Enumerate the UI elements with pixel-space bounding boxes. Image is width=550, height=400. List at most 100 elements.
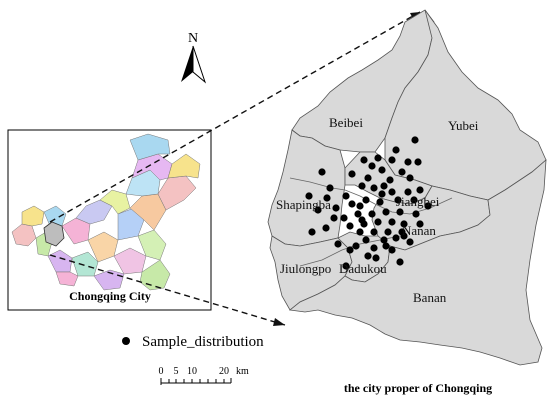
- scale-tick-5: 5: [174, 366, 179, 377]
- inset-caption: Chongqing City: [69, 289, 151, 303]
- sample-point: [370, 228, 378, 236]
- connector-line-bottom: [49, 254, 286, 326]
- sample-point: [314, 206, 322, 214]
- sample-point: [380, 236, 388, 244]
- district-label-jiulongpo: Jiulongpo: [280, 261, 331, 276]
- sample-points: [305, 136, 432, 270]
- inset-region: [21, 205, 45, 227]
- sample-point: [380, 182, 388, 190]
- scale-bar: 0 5 10 20 km: [159, 366, 249, 385]
- district-label-yubei: Yubei: [448, 118, 479, 133]
- sample-point: [354, 210, 362, 218]
- sample-point: [388, 246, 396, 254]
- sample-point: [368, 210, 376, 218]
- sample-point: [372, 254, 380, 262]
- inset-region: [43, 205, 67, 227]
- sample-point: [394, 196, 402, 204]
- sample-point: [406, 174, 414, 182]
- district-label-nanan: Nanan: [402, 223, 436, 238]
- sample-point: [348, 170, 356, 178]
- scale-unit: km: [236, 366, 249, 377]
- sample-point: [376, 198, 384, 206]
- sample-point: [334, 240, 342, 248]
- sample-point: [370, 184, 378, 192]
- sample-point: [378, 166, 386, 174]
- sample-point: [346, 246, 354, 254]
- sample-point: [410, 196, 418, 204]
- north-arrow: N: [181, 31, 207, 84]
- sample-point: [400, 220, 408, 228]
- sample-point: [400, 232, 408, 240]
- sample-point: [305, 192, 313, 200]
- sample-point: [352, 242, 360, 250]
- sample-point: [411, 136, 419, 144]
- sample-point: [406, 238, 414, 246]
- sample-point: [360, 156, 368, 164]
- city-proper-map: [267, 9, 547, 366]
- sample-point: [424, 202, 432, 210]
- inset-region: [129, 133, 171, 161]
- connector-arrowhead-bottom: [273, 318, 285, 326]
- legend: Sample_distribution: [122, 334, 264, 350]
- inset-region: [167, 153, 201, 179]
- inset-city-proper-highlight: [43, 221, 65, 247]
- sample-point: [358, 216, 366, 224]
- inset-chongqing-regions: [11, 133, 201, 291]
- district-label-jiangbei: Jiangbei: [396, 194, 440, 209]
- inset-region: [61, 217, 91, 245]
- sample-point: [388, 156, 396, 164]
- sample-point: [342, 192, 350, 200]
- scale-bar-ruler: [160, 378, 232, 385]
- sample-point: [384, 228, 392, 236]
- sample-point: [412, 210, 420, 218]
- sample-point: [356, 228, 364, 236]
- connector-line-top: [49, 11, 421, 223]
- legend-dot-icon: [122, 337, 130, 345]
- sample-point: [396, 258, 404, 266]
- sample-point: [378, 190, 386, 198]
- sample-point: [382, 208, 390, 216]
- sample-point: [416, 220, 424, 228]
- north-arrow-icon: [181, 45, 207, 84]
- scale-tick-0: 0: [159, 366, 164, 377]
- inset-region: [55, 271, 79, 287]
- sample-point: [356, 202, 364, 210]
- sample-point: [368, 162, 376, 170]
- sample-point: [364, 252, 372, 260]
- sample-point: [374, 218, 382, 226]
- north-arrow-label: N: [188, 31, 198, 46]
- sample-point: [326, 184, 334, 192]
- main-map-caption: the city proper of Chongqing: [344, 381, 492, 395]
- inset-region: [87, 231, 119, 263]
- sample-point: [398, 168, 406, 176]
- district-labels: Beibei Yubei Shapingba Jiangbei Nanan Ji…: [276, 115, 479, 305]
- sample-point: [322, 224, 330, 232]
- inset-region: [113, 247, 147, 275]
- district-label-beibei: Beibei: [329, 115, 363, 130]
- sample-point: [416, 186, 424, 194]
- sample-point: [362, 236, 370, 244]
- inset-region: [93, 269, 125, 291]
- sample-point: [396, 208, 404, 216]
- sample-point: [386, 176, 394, 184]
- sample-point: [404, 188, 412, 196]
- legend-label: Sample_distribution: [142, 334, 264, 350]
- district-label-shapingba: Shapingba: [276, 197, 331, 212]
- sample-point: [332, 204, 340, 212]
- sample-point: [358, 182, 366, 190]
- sample-point: [388, 188, 396, 196]
- district-label-dadukou: Dadukou: [339, 261, 387, 276]
- sample-point: [348, 200, 356, 208]
- inset-region: [71, 251, 99, 277]
- scale-tick-20: 20: [219, 366, 229, 377]
- district-area-banan: [289, 159, 547, 366]
- scale-tick-10: 10: [187, 366, 197, 377]
- sample-point: [404, 158, 412, 166]
- sample-point: [374, 154, 382, 162]
- inset-region: [137, 229, 167, 261]
- sample-point: [342, 262, 350, 270]
- sample-point: [308, 228, 316, 236]
- sample-point: [414, 158, 422, 166]
- sample-point: [388, 218, 396, 226]
